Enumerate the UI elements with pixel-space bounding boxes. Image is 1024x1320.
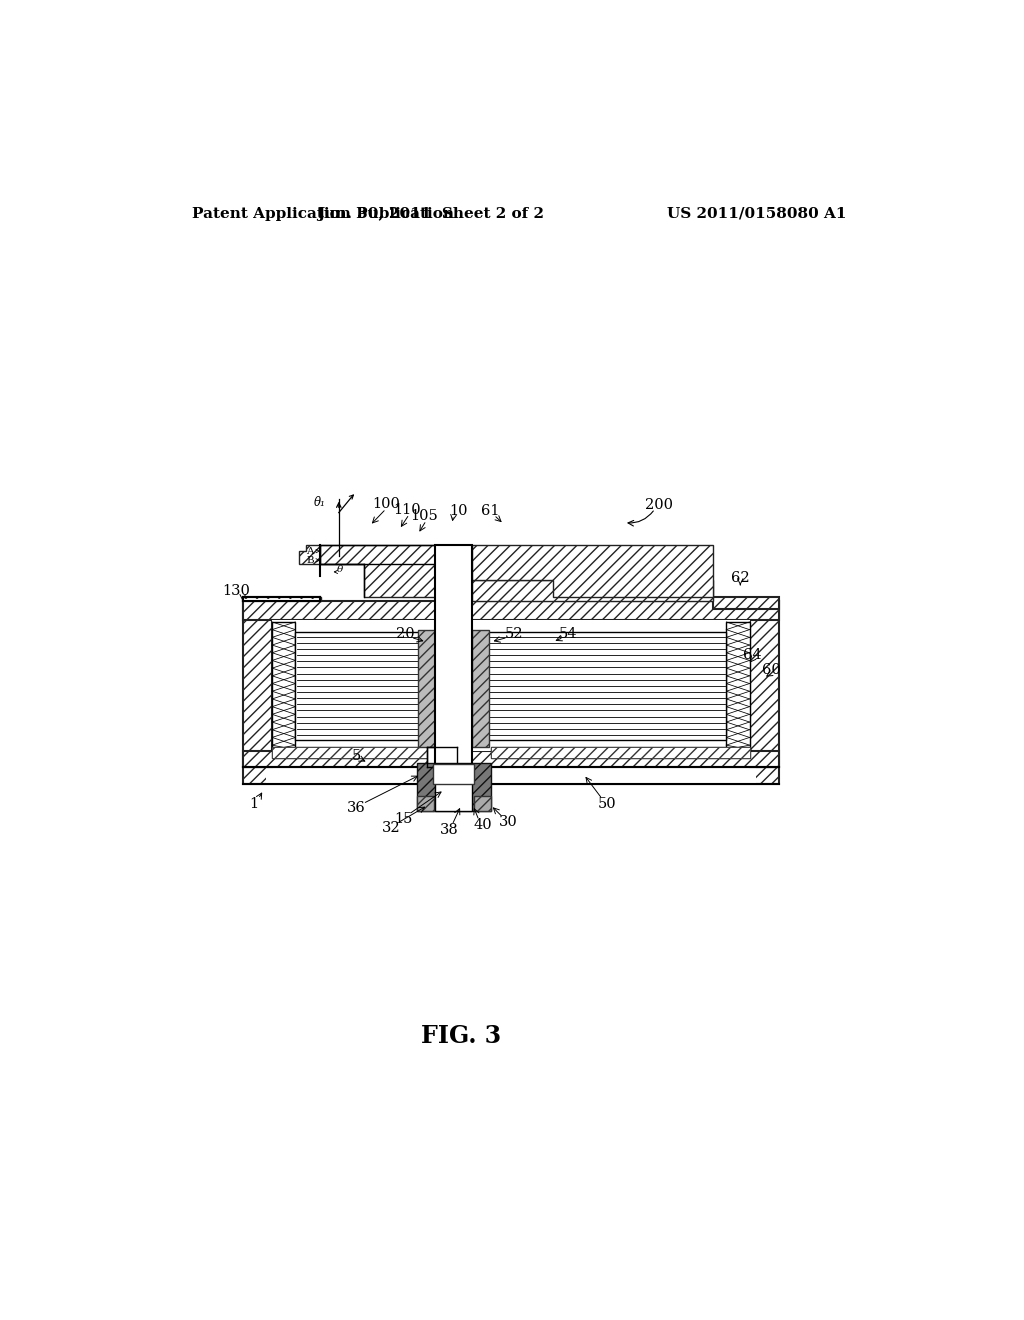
Bar — [417, 763, 490, 812]
Polygon shape — [472, 545, 713, 597]
Bar — [492, 747, 750, 758]
Text: 20: 20 — [396, 627, 415, 642]
Text: 15: 15 — [394, 812, 413, 826]
Text: 200: 200 — [645, 498, 673, 512]
Polygon shape — [299, 545, 321, 564]
Text: 1: 1 — [249, 797, 258, 810]
Bar — [266, 767, 756, 784]
Text: 38: 38 — [440, 822, 459, 837]
Text: 52: 52 — [505, 627, 523, 642]
Bar — [272, 747, 427, 758]
Bar — [472, 579, 713, 601]
Text: 60: 60 — [762, 664, 780, 677]
Text: 62: 62 — [731, 572, 750, 585]
Text: 100: 100 — [372, 498, 400, 511]
Text: Jun. 30, 2011  Sheet 2 of 2: Jun. 30, 2011 Sheet 2 of 2 — [316, 207, 544, 220]
Bar — [474, 796, 490, 812]
Text: US 2011/0158080 A1: US 2011/0158080 A1 — [667, 207, 846, 220]
Text: B: B — [306, 556, 314, 565]
Bar — [750, 601, 779, 767]
Bar — [713, 597, 779, 609]
Polygon shape — [418, 630, 435, 747]
Bar — [432, 764, 474, 784]
Text: 61: 61 — [480, 504, 499, 517]
Text: 10: 10 — [450, 504, 468, 517]
Bar — [417, 796, 434, 812]
Bar — [476, 632, 726, 739]
Bar — [427, 747, 457, 767]
Text: 40: 40 — [474, 818, 493, 832]
Bar — [272, 747, 427, 758]
Bar — [492, 747, 750, 758]
Text: 50: 50 — [598, 797, 616, 810]
Text: 110: 110 — [393, 503, 421, 517]
Text: θ₁: θ₁ — [313, 496, 326, 510]
Text: FIG. 3: FIG. 3 — [421, 1024, 502, 1048]
Bar — [243, 601, 272, 767]
Bar — [272, 622, 295, 750]
Text: 54: 54 — [559, 627, 578, 642]
Bar — [243, 751, 779, 767]
Text: 32: 32 — [382, 821, 400, 836]
Text: 36: 36 — [346, 801, 366, 816]
Text: 5: 5 — [352, 748, 361, 763]
Text: θ: θ — [337, 565, 343, 574]
Bar — [295, 632, 431, 739]
Text: 64: 64 — [743, 648, 762, 663]
Bar — [726, 622, 750, 750]
Text: A: A — [306, 546, 314, 556]
Bar — [243, 597, 321, 601]
Bar — [435, 763, 472, 812]
Bar — [243, 601, 779, 620]
Bar — [435, 545, 472, 767]
Bar — [272, 620, 750, 751]
Bar — [243, 767, 779, 784]
Polygon shape — [321, 545, 435, 597]
Text: 130: 130 — [222, 585, 251, 598]
Text: Patent Application Publication: Patent Application Publication — [191, 207, 454, 220]
Polygon shape — [472, 630, 489, 747]
Text: 105: 105 — [411, 510, 438, 524]
Text: 30: 30 — [499, 816, 517, 829]
